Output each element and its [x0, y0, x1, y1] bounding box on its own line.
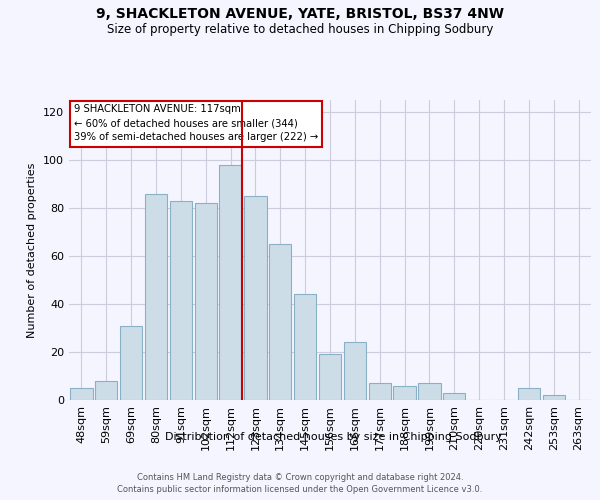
Bar: [244, 196, 266, 400]
Bar: [418, 383, 440, 400]
Bar: [344, 342, 366, 400]
Bar: [95, 381, 118, 400]
Y-axis label: Number of detached properties: Number of detached properties: [28, 162, 37, 338]
Bar: [518, 388, 540, 400]
Text: Size of property relative to detached houses in Chipping Sodbury: Size of property relative to detached ho…: [107, 22, 493, 36]
Bar: [194, 203, 217, 400]
Bar: [220, 165, 242, 400]
Bar: [170, 201, 192, 400]
Bar: [368, 383, 391, 400]
Bar: [294, 294, 316, 400]
Text: Distribution of detached houses by size in Chipping Sodbury: Distribution of detached houses by size …: [164, 432, 502, 442]
Bar: [269, 244, 292, 400]
Bar: [319, 354, 341, 400]
Bar: [120, 326, 142, 400]
Bar: [394, 386, 416, 400]
Text: Contains public sector information licensed under the Open Government Licence v3: Contains public sector information licen…: [118, 485, 482, 494]
Bar: [145, 194, 167, 400]
Text: Contains HM Land Registry data © Crown copyright and database right 2024.: Contains HM Land Registry data © Crown c…: [137, 472, 463, 482]
Text: 9, SHACKLETON AVENUE, YATE, BRISTOL, BS37 4NW: 9, SHACKLETON AVENUE, YATE, BRISTOL, BS3…: [96, 8, 504, 22]
Bar: [70, 388, 92, 400]
Bar: [542, 395, 565, 400]
Text: 9 SHACKLETON AVENUE: 117sqm
← 60% of detached houses are smaller (344)
39% of se: 9 SHACKLETON AVENUE: 117sqm ← 60% of det…: [74, 104, 319, 142]
Bar: [443, 393, 466, 400]
